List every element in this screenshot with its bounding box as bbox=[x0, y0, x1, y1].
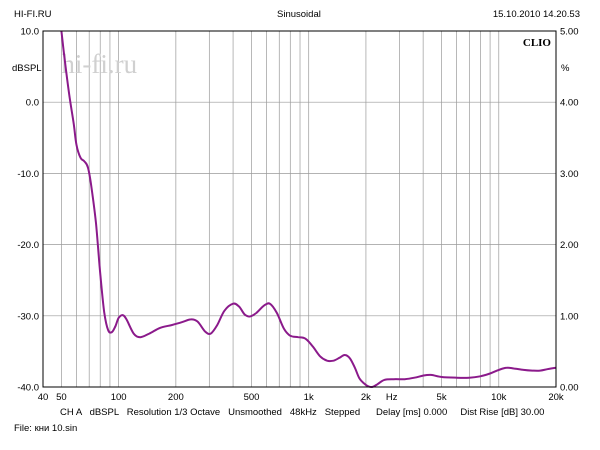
y2-tick-label: 3.00 bbox=[560, 169, 579, 180]
x-axis-ticks: 40 50 100 200 500 1k 2k 5k 10k 20k bbox=[38, 392, 564, 403]
x-tick-label: 20k bbox=[548, 392, 564, 403]
y2-tick-label: 5.00 bbox=[560, 27, 579, 38]
watermark: hi-fi.ru bbox=[61, 49, 137, 79]
y-tick-label: -30.0 bbox=[17, 311, 39, 322]
x-tick-label: 2k bbox=[361, 392, 371, 403]
site-name: HI-FI.RU bbox=[14, 9, 52, 20]
measurement-mode: Sinusoidal bbox=[277, 9, 321, 20]
y-axis-label: dBSPL bbox=[12, 63, 42, 74]
x-axis-label: Hz bbox=[386, 392, 398, 403]
file-name: File: кни 10.sin bbox=[14, 423, 78, 434]
measurement-datetime: 15.10.2010 14.20.53 bbox=[492, 9, 580, 20]
brand-logo: CLIO bbox=[523, 37, 552, 49]
y2-tick-label: 4.00 bbox=[560, 98, 579, 109]
x-tick-label: 100 bbox=[111, 392, 127, 403]
y-tick-label: -10.0 bbox=[17, 169, 39, 180]
y2-axis-label: % bbox=[561, 63, 570, 74]
curve-layer bbox=[60, 30, 557, 389]
x-tick-label: 50 bbox=[56, 392, 67, 403]
y2-axis-ticks: 5.00 4.00 3.00 2.00 1.00 0.00 bbox=[560, 27, 579, 394]
y2-tick-label: 1.00 bbox=[560, 311, 579, 322]
y2-tick-label: 2.00 bbox=[560, 240, 579, 251]
x-tick-label: 1k bbox=[304, 392, 314, 403]
measurement-settings: CH A dBSPL Resolution 1/3 Octave Unsmoot… bbox=[60, 407, 545, 418]
x-tick-label: 5k bbox=[437, 392, 447, 403]
plot-frame bbox=[42, 30, 557, 388]
x-tick-label: 40 bbox=[38, 392, 49, 403]
y-tick-label: 0.0 bbox=[26, 98, 39, 109]
y2-tick-label: 0.00 bbox=[560, 383, 579, 394]
x-tick-label: 500 bbox=[244, 392, 260, 403]
y-tick-label: 10.0 bbox=[21, 27, 40, 38]
y-tick-label: -20.0 bbox=[17, 240, 39, 251]
response-curve bbox=[60, 30, 557, 389]
x-tick-label: 200 bbox=[168, 392, 184, 403]
x-tick-label: 10k bbox=[491, 392, 507, 403]
y-axis-ticks: 10.0 0.0 -10.0 -20.0 -30.0 -40.0 bbox=[17, 27, 39, 394]
grid-lines bbox=[43, 31, 556, 387]
y-tick-label: -40.0 bbox=[17, 383, 39, 394]
